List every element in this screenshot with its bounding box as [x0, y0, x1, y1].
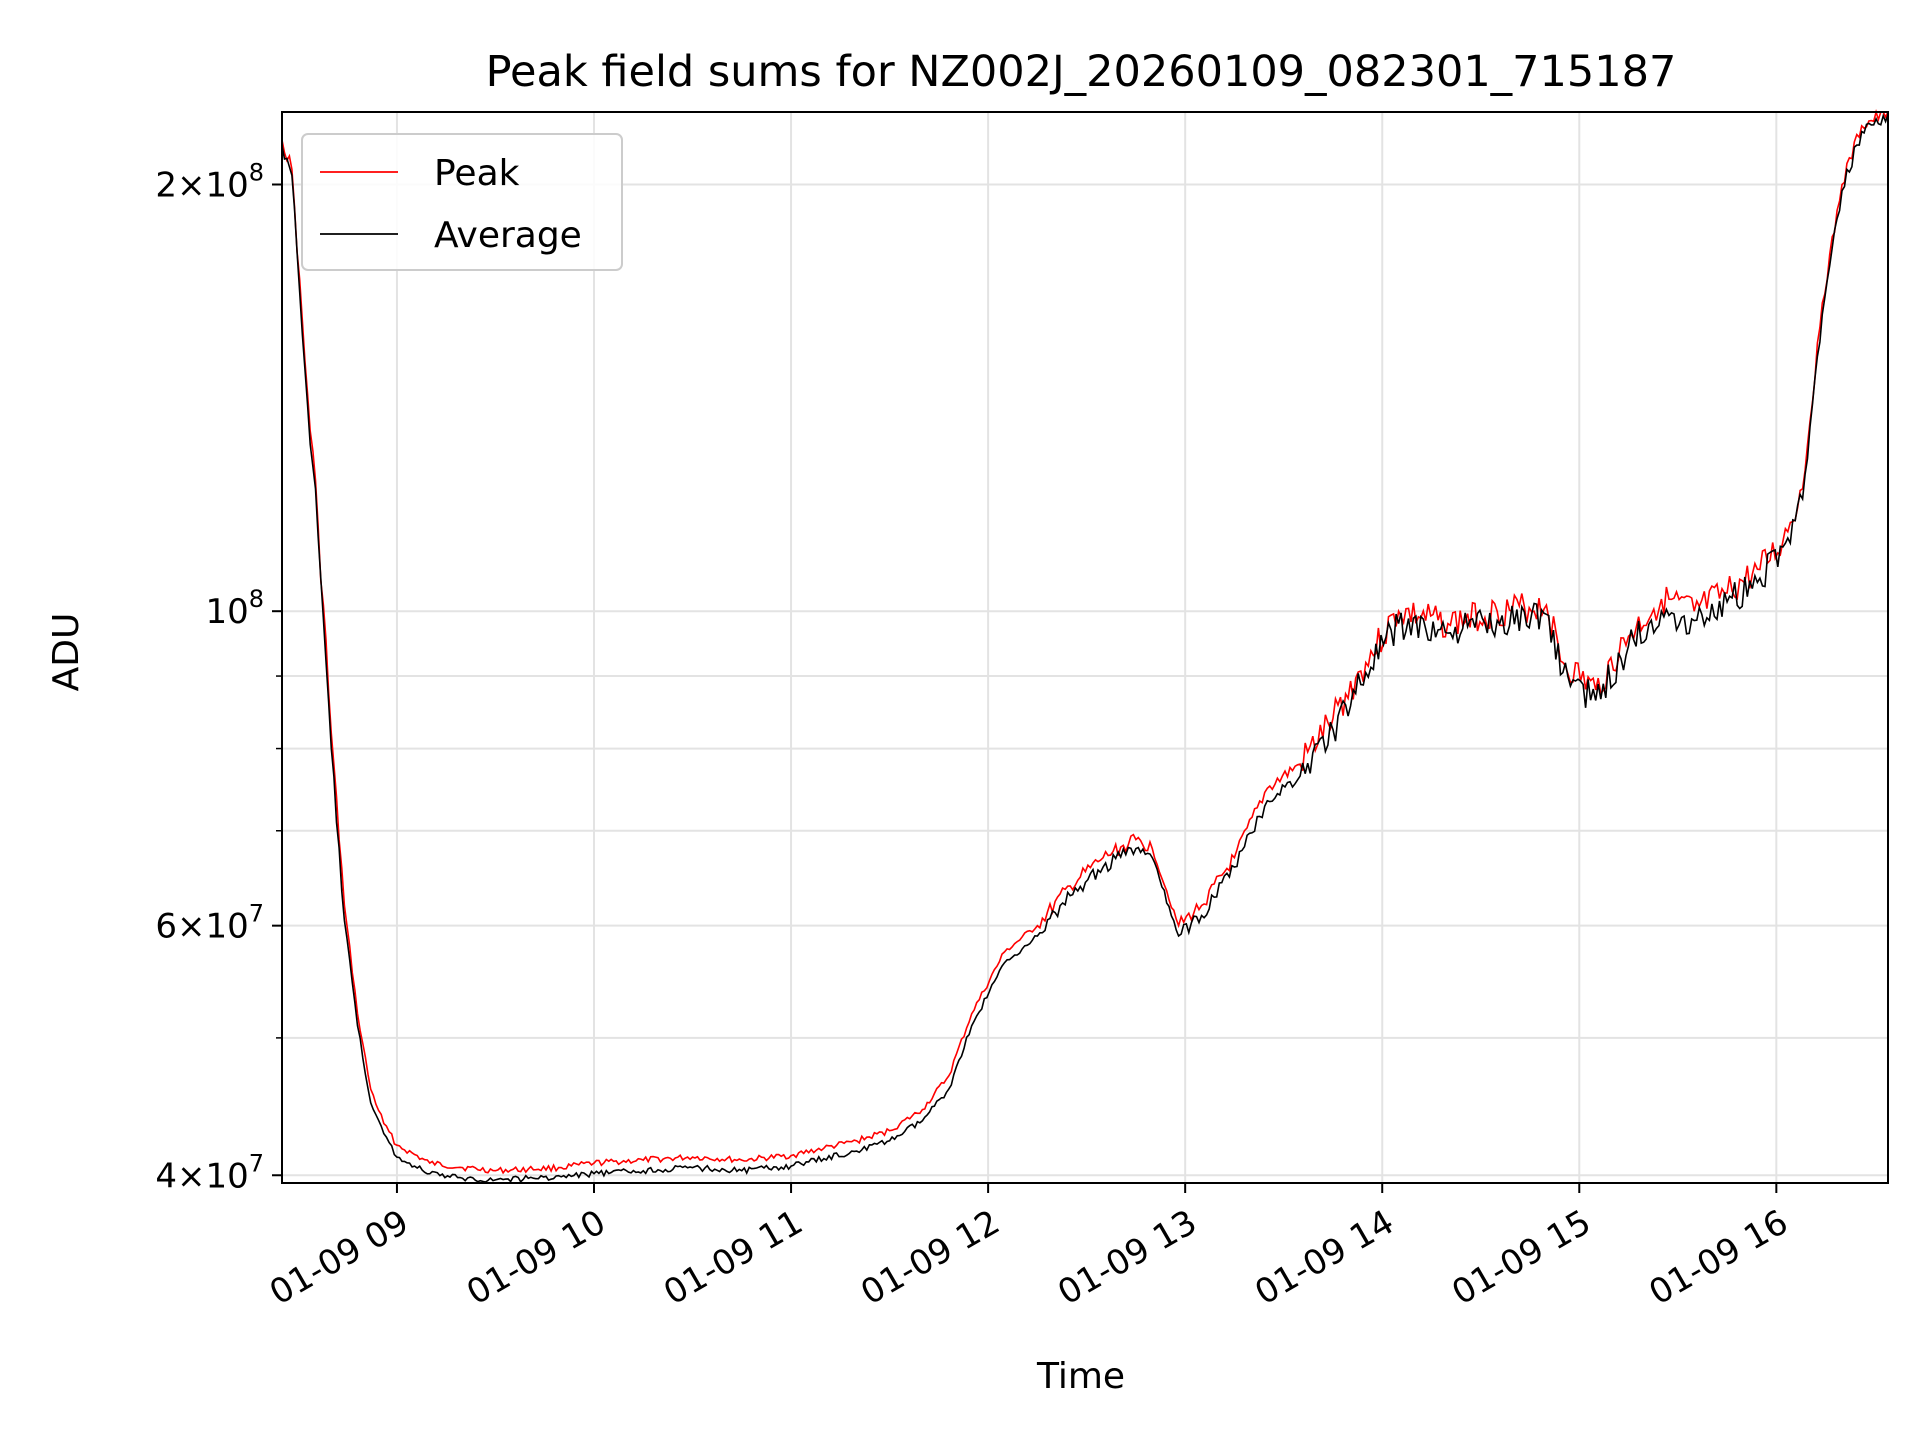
y-tick-label: 4×107	[155, 1149, 264, 1196]
x-axis-title: Time	[1036, 1356, 1125, 1397]
series-line-peak	[281, 109, 1889, 1175]
plot-lines	[281, 109, 1889, 1183]
legend: Peak Average	[301, 133, 623, 271]
series-line-average	[281, 113, 1889, 1183]
y-axis-title: ADU	[46, 613, 87, 692]
plot-frame	[281, 111, 1889, 1184]
chart-title: Peak field sums for NZ002J_20260109_0823…	[486, 47, 1677, 97]
y-tick-label: 108	[205, 585, 264, 632]
legend-box	[301, 133, 623, 271]
y-axis: 4×107 6×107 108 2×108	[155, 159, 282, 1196]
y-tick-label: 6×107	[155, 900, 264, 947]
grid-lines	[282, 112, 1888, 1183]
y-tick-label: 2×108	[155, 159, 264, 206]
legend-label: Peak	[434, 153, 520, 194]
legend-label: Average	[434, 215, 582, 256]
